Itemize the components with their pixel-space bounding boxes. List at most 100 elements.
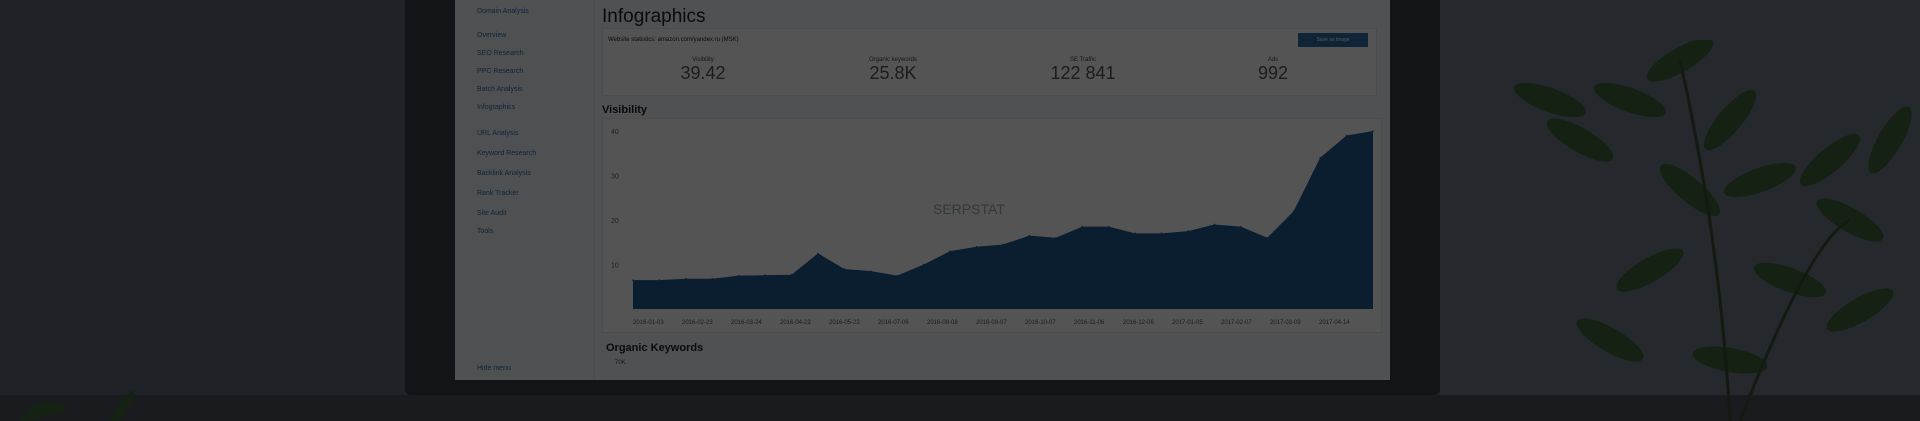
data-point: [737, 274, 740, 277]
leaf: [1799, 133, 1861, 187]
data-point: [870, 270, 872, 272]
x-tick: 2016-02-23: [682, 320, 713, 326]
leaf: [1546, 118, 1614, 162]
data-point: [1002, 243, 1004, 246]
data-point: [1345, 134, 1348, 137]
y-tick: 30: [611, 174, 619, 181]
visibility-chart: 40 30 20 10 SERPSTAT 2016-01-03 2016-02-23 2016…: [602, 118, 1382, 333]
plant-left: [20, 390, 135, 421]
sidebar-item[interactable]: SEO Research: [477, 50, 585, 57]
stat-label: Organic keywords: [868, 57, 918, 63]
data-point: [922, 263, 925, 266]
data-point: [1134, 232, 1136, 235]
stat-value: 25.8K: [869, 63, 917, 83]
data-point: [658, 279, 661, 281]
stat-1: Organic keywords 25.8K: [833, 57, 953, 84]
watermark: SERPSTAT: [933, 201, 1005, 217]
stat-label: SE Traffic: [1070, 57, 1096, 63]
leaf: [1514, 82, 1586, 118]
x-tick: 2016-01-03: [633, 320, 664, 326]
leaf: [1659, 163, 1721, 217]
leaf: [1754, 262, 1826, 298]
sidebar-item[interactable]: Tools: [477, 228, 585, 235]
y-tick: 20: [611, 218, 619, 225]
stat-3: Ads 992: [1213, 57, 1333, 84]
stat-value: 992: [1257, 63, 1289, 83]
sidebar-item[interactable]: URL Analysis: [477, 130, 585, 137]
sidebar-item[interactable]: Infographics: [477, 104, 585, 111]
x-tick: 2016-12-06: [1123, 320, 1154, 326]
data-point: [1319, 156, 1321, 159]
plant: [1514, 40, 1912, 421]
data-point: [949, 250, 951, 252]
leaf: [1703, 89, 1757, 151]
data-point: [711, 277, 714, 280]
sidebar-item[interactable]: Site Audit: [477, 210, 585, 217]
sidebar-item-label: Overview: [477, 32, 507, 39]
sidebar-item[interactable]: Domain Analysis: [477, 8, 585, 15]
visibility-title: Visibility: [602, 104, 648, 116]
sidebar-item-label: Site Audit: [477, 210, 507, 217]
data-point: [975, 245, 978, 248]
data-point: [1107, 225, 1110, 228]
stat-label: Ads: [1267, 57, 1279, 63]
sidebar-item-label: Backlink Analysis: [477, 170, 531, 177]
data-point: [632, 279, 634, 281]
sidebar-item-label: URL Analysis: [477, 130, 519, 137]
data-point: [1372, 130, 1374, 132]
data-point: [896, 274, 899, 277]
x-tick: 2016-08-08: [927, 320, 958, 326]
site-label: Website statistics: amazon.com/yandex.ru…: [608, 37, 739, 43]
data-point: [1028, 234, 1031, 237]
sidebar-item-label: Domain Analysis: [477, 8, 529, 15]
visibility-area: [633, 131, 1373, 309]
x-tick: 2017-01-05: [1172, 320, 1203, 326]
leaf: [1594, 82, 1666, 118]
data-point: [764, 274, 766, 276]
data-point: [1266, 237, 1269, 239]
data-point: [685, 277, 687, 280]
data-point: [1187, 230, 1189, 232]
sidebar-item-label: Batch Analysis: [477, 86, 523, 93]
x-tick: 2017-02-07: [1221, 320, 1252, 326]
stat-value: 122 841: [1050, 63, 1116, 83]
x-tick: 2016-03-24: [731, 320, 762, 326]
x-tick: 2016-09-07: [976, 320, 1007, 326]
x-tick: 2016-07-06: [878, 320, 909, 326]
data-point: [1081, 225, 1084, 228]
hide-menu-button[interactable]: Hide menu: [477, 365, 511, 372]
sidebar-item-label: Keyword Research: [477, 150, 537, 157]
leaf: [1616, 248, 1684, 292]
sidebar-item[interactable]: Keyword Research: [477, 150, 585, 157]
organic-keywords-title: Organic Keywords: [606, 342, 704, 354]
stat-label: Visibility: [692, 57, 714, 63]
sidebar-item[interactable]: PPC Research: [477, 68, 585, 75]
main-content: Infographics Website statistics: amazon.…: [600, 0, 1390, 380]
stat-2: SE Traffic 122 841: [1023, 57, 1143, 84]
sidebar-item-label: SEO Research: [477, 50, 524, 57]
y-tick: 10: [611, 263, 619, 270]
leaf: [1576, 318, 1644, 362]
sidebar-item-label: Tools: [477, 228, 494, 235]
x-tick: 2016-11-06: [1074, 320, 1105, 326]
desk: [0, 395, 1920, 421]
sidebar-item[interactable]: Batch Analysis: [477, 86, 585, 93]
sidebar-item[interactable]: Rank Tracker: [477, 190, 585, 197]
leaf: [1826, 288, 1894, 332]
organic-ytick: 70K: [615, 360, 626, 366]
save-image-button[interactable]: Save as image: [1298, 33, 1368, 47]
stats-card: Website statistics: amazon.com/yandex.ru…: [602, 28, 1377, 96]
stem: [1678, 59, 1851, 421]
data-point: [1292, 210, 1295, 212]
page-title: Infographics: [602, 6, 706, 27]
leaf: [1724, 162, 1796, 198]
data-point: [1055, 237, 1057, 239]
sidebar-item[interactable]: Backlink Analysis: [477, 170, 585, 177]
data-point: [817, 252, 819, 255]
data-point: [843, 268, 846, 270]
sidebar-item[interactable]: Overview: [477, 32, 585, 39]
x-tick: 2017-03-09: [1270, 320, 1301, 326]
x-tick: 2016-10-07: [1025, 320, 1056, 326]
sidebar-item-label: Infographics: [477, 104, 516, 111]
stat-0: Visibility 39.42: [643, 57, 763, 84]
